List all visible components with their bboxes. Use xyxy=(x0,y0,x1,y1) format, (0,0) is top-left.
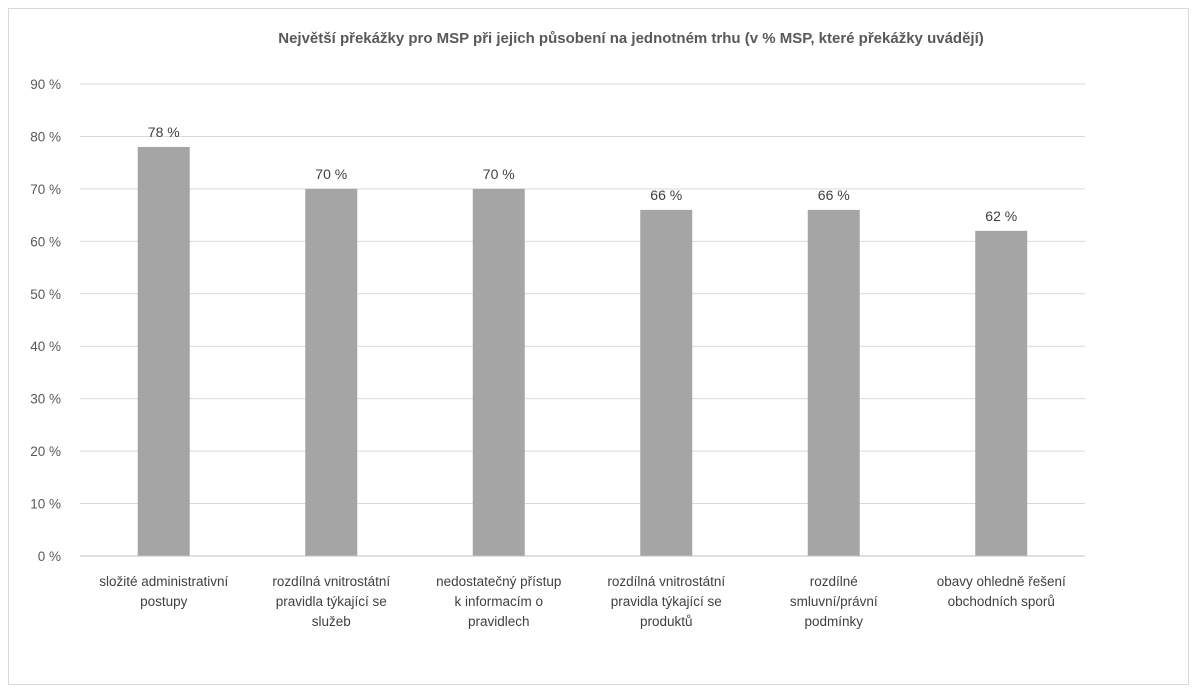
x-tick-label-line: k informacím o xyxy=(454,594,544,609)
x-tick-label: obavy ohledně řešení obchodních sporů xyxy=(914,572,1089,612)
bar xyxy=(640,209,693,556)
x-tick-label-line: rozdílné xyxy=(809,574,858,589)
x-tick-label-line: pravidlech xyxy=(467,614,530,629)
x-tick-label: nedostatečný přístup k informacím o pravid… xyxy=(411,572,586,632)
x-tick-label: složité administrativní postupy xyxy=(76,572,251,612)
y-tick-label: 50 % xyxy=(30,287,61,302)
x-tick-label-line: složité administrativní xyxy=(99,574,229,589)
data-label: 62 % xyxy=(985,208,1017,224)
x-tick-label-line: obchodních sporů xyxy=(947,594,1055,609)
y-tick-label: 90 % xyxy=(30,77,61,92)
x-tick-label-line: postupy xyxy=(140,594,188,609)
x-tick-label-line: pravidla týkající se xyxy=(275,594,387,609)
y-tick-label: 30 % xyxy=(30,392,61,407)
x-tick-label-line: smluvní/právní xyxy=(789,594,878,609)
x-tick-label-line: produktů xyxy=(639,614,693,629)
x-tick-label-line: pravidla týkající se xyxy=(610,594,722,609)
bar xyxy=(305,188,358,556)
bar xyxy=(472,188,525,556)
y-tick-label: 0 % xyxy=(38,549,61,564)
data-label: 70 % xyxy=(483,166,515,182)
y-tick-label: 70 % xyxy=(30,182,61,197)
y-tick-label: 40 % xyxy=(30,339,61,354)
bar xyxy=(137,146,190,556)
bar xyxy=(975,230,1028,556)
x-tick-label-line: nedostatečný přístup xyxy=(436,574,562,589)
x-tick-label-line: obavy ohledně řešení xyxy=(936,574,1066,589)
chart-title: Největší překážky pro MSP při jejich půs… xyxy=(278,30,984,47)
y-tick-label: 10 % xyxy=(30,497,61,512)
y-tick-label: 60 % xyxy=(30,234,61,249)
x-tick-label-line: služeb xyxy=(311,614,351,629)
x-tick-label: rozdílná vnitrostátní pravidla týkající s… xyxy=(244,572,419,632)
y-tick-label: 80 % xyxy=(30,129,61,144)
x-tick-label-line: rozdílná vnitrostátní xyxy=(272,574,391,589)
data-label: 66 % xyxy=(818,187,850,203)
bar xyxy=(807,209,860,556)
y-tick-label: 20 % xyxy=(30,444,61,459)
x-tick-label: rozdílná vnitrostátní pravidla týkající s… xyxy=(579,572,754,632)
data-label: 66 % xyxy=(650,187,682,203)
data-label: 78 % xyxy=(148,124,180,140)
x-tick-label: rozdílné smluvní/právní podmínky xyxy=(746,572,921,632)
x-tick-label-line: podmínky xyxy=(804,614,864,629)
x-tick-label-line: rozdílná vnitrostátní xyxy=(607,574,726,589)
data-label: 70 % xyxy=(315,166,347,182)
